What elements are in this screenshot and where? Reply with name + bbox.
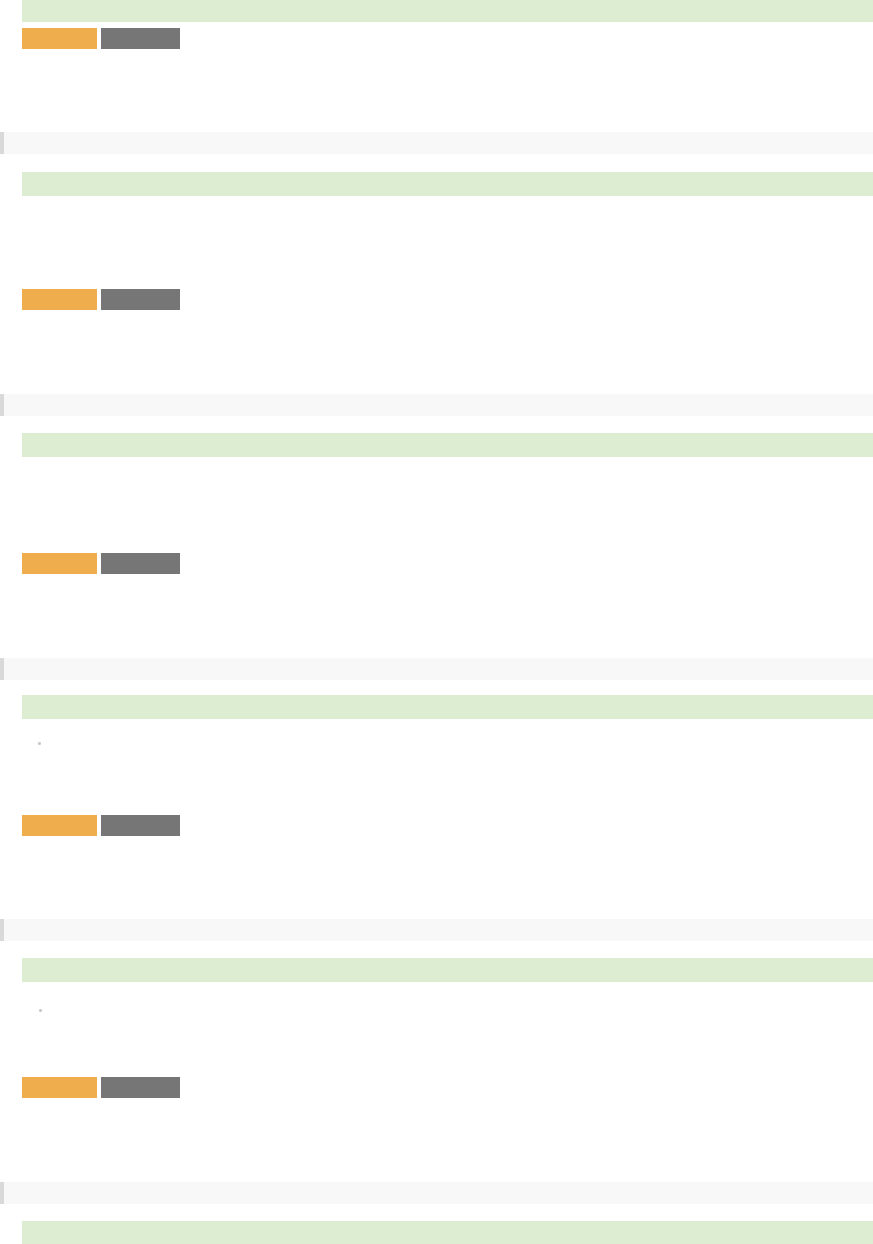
secondary-action-button[interactable] — [101, 1077, 180, 1098]
section-divider — [0, 919, 873, 941]
section-divider — [0, 658, 873, 680]
section-header-bar — [22, 958, 873, 982]
primary-action-button[interactable] — [22, 1077, 97, 1098]
secondary-action-button[interactable] — [101, 815, 180, 836]
content-marker-dot — [39, 1009, 42, 1012]
secondary-action-button[interactable] — [101, 289, 180, 310]
section-divider — [0, 394, 873, 416]
primary-action-button[interactable] — [22, 28, 97, 49]
section-header-bar — [22, 433, 873, 457]
primary-action-button[interactable] — [22, 815, 97, 836]
section-divider — [0, 132, 873, 154]
secondary-action-button[interactable] — [101, 553, 180, 574]
primary-action-button[interactable] — [22, 553, 97, 574]
secondary-action-button[interactable] — [101, 28, 180, 49]
section-divider — [0, 1182, 873, 1204]
section-header-bar — [22, 0, 873, 22]
section-header-bar — [22, 695, 873, 719]
primary-action-button[interactable] — [22, 289, 97, 310]
section-header-bar — [22, 172, 873, 196]
content-marker-dot — [38, 742, 41, 745]
section-header-bar — [22, 1221, 873, 1244]
